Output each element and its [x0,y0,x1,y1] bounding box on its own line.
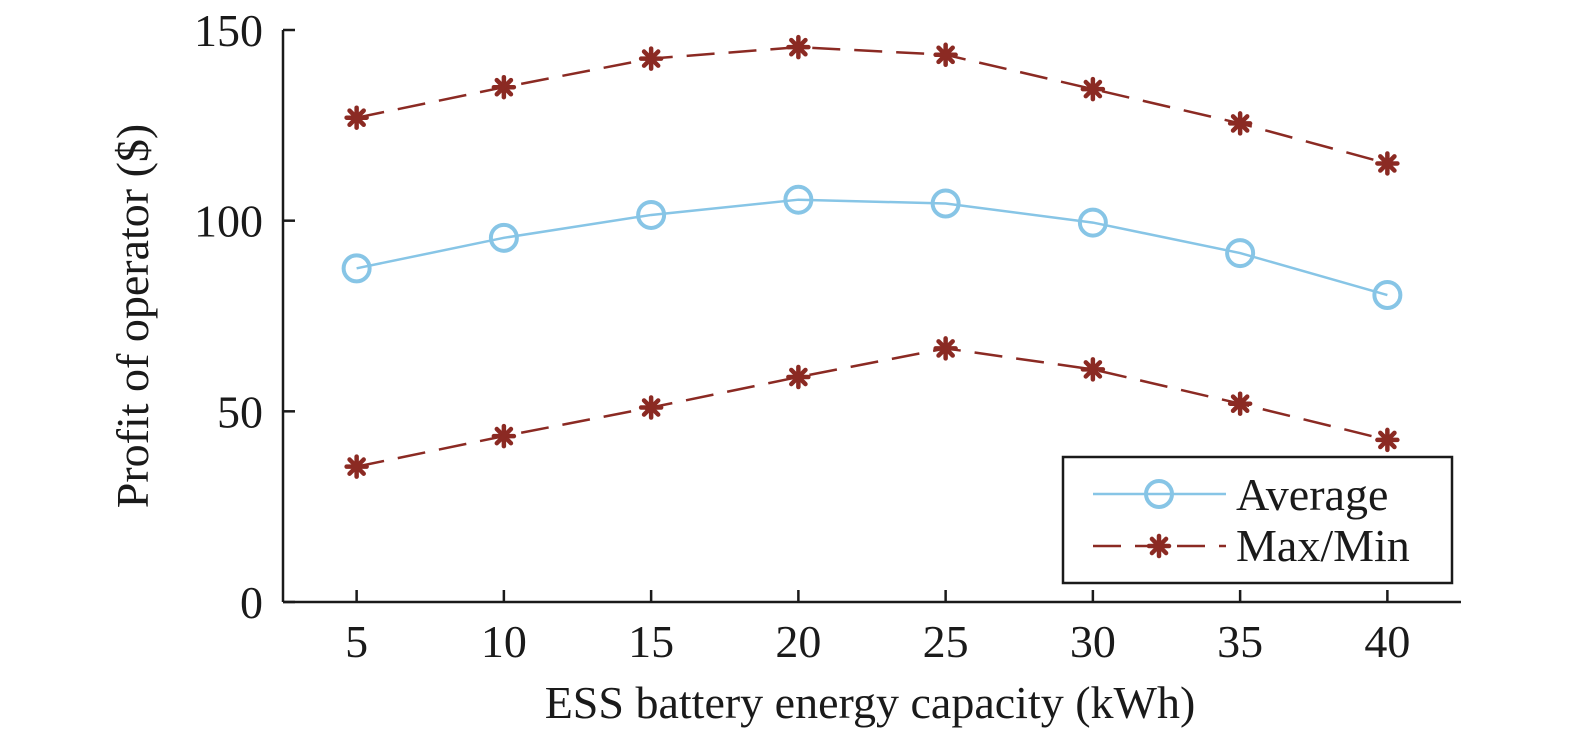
series-max-line [356,45,1388,165]
y-axis-title: Profit of operator ($) [107,124,158,509]
min-point [786,364,811,390]
legend-average-circle-icon [1144,479,1174,509]
legend-label-maxmin: Max/Min [1236,520,1410,571]
x-tick-label: 35 [1217,616,1263,667]
average-point [636,199,667,230]
y-tick-label: 150 [194,5,263,56]
legend-box [1061,455,1454,585]
plot-area [341,34,1403,479]
x-tick-label: 15 [628,616,674,667]
series-min-line [356,347,1388,468]
chart-axes [281,30,1461,604]
max-point-stroke [936,45,955,65]
min-point-stroke [936,339,955,358]
min-point-stroke [789,367,808,387]
average-point [341,253,372,284]
average-point [783,184,814,215]
legend-label-average: Average [1236,469,1388,520]
max-point [786,34,811,60]
min-point-stroke [641,398,661,417]
max-point-stroke [347,108,366,128]
legend-asterisk [1146,533,1172,559]
x-tick-label: 30 [1070,616,1116,667]
min-point-stroke [494,426,514,446]
y-tick-label: 100 [194,196,263,247]
x-tick-label: 25 [923,616,969,667]
max-point [1080,76,1106,102]
max-point [1227,111,1253,136]
y-tick-label: 0 [240,577,263,628]
legend: Average Max/Min [1061,455,1454,585]
min-point [1080,357,1106,382]
x-tick-label: 20 [775,616,821,667]
min-point-stroke [1378,430,1397,450]
legend-maxmin-asterisk-icon [1146,533,1172,559]
average-point [1225,238,1256,269]
x-axis-title: ESS battery energy capacity (kWh) [545,677,1196,728]
average-point [930,188,961,219]
min-point-stroke [1083,360,1103,379]
series-average-line [356,198,1388,297]
max-point-stroke [494,77,514,97]
y-axis-ticks: 0 50 100 150 [194,5,295,628]
min-point-stroke [347,457,366,476]
x-tick-label: 40 [1364,616,1410,667]
max-point [638,46,664,71]
x-axis-ticks: 5 10 15 20 25 30 35 40 [345,590,1410,667]
min-point [1375,427,1400,453]
min-point [491,423,517,449]
min-point-stroke [1230,394,1250,414]
max-point [491,74,517,100]
max-point-stroke [641,49,661,68]
min-point [1227,391,1253,416]
max-point [933,42,958,68]
max-point-stroke [1378,154,1397,173]
average-point [1372,280,1403,311]
legend-asterisk-stroke [1149,536,1169,556]
min-point [344,454,369,479]
average-point [488,222,519,253]
y-tick-label: 50 [217,386,263,437]
max-point-stroke [1230,114,1250,133]
min-point [638,395,664,420]
min-point [933,336,958,361]
max-point-stroke [789,37,808,57]
max-point [344,105,369,130]
average-point [1077,207,1108,238]
x-tick-label: 10 [481,616,527,667]
max-point-stroke [1083,79,1103,99]
max-point [1375,151,1400,176]
x-tick-label: 5 [345,616,368,667]
